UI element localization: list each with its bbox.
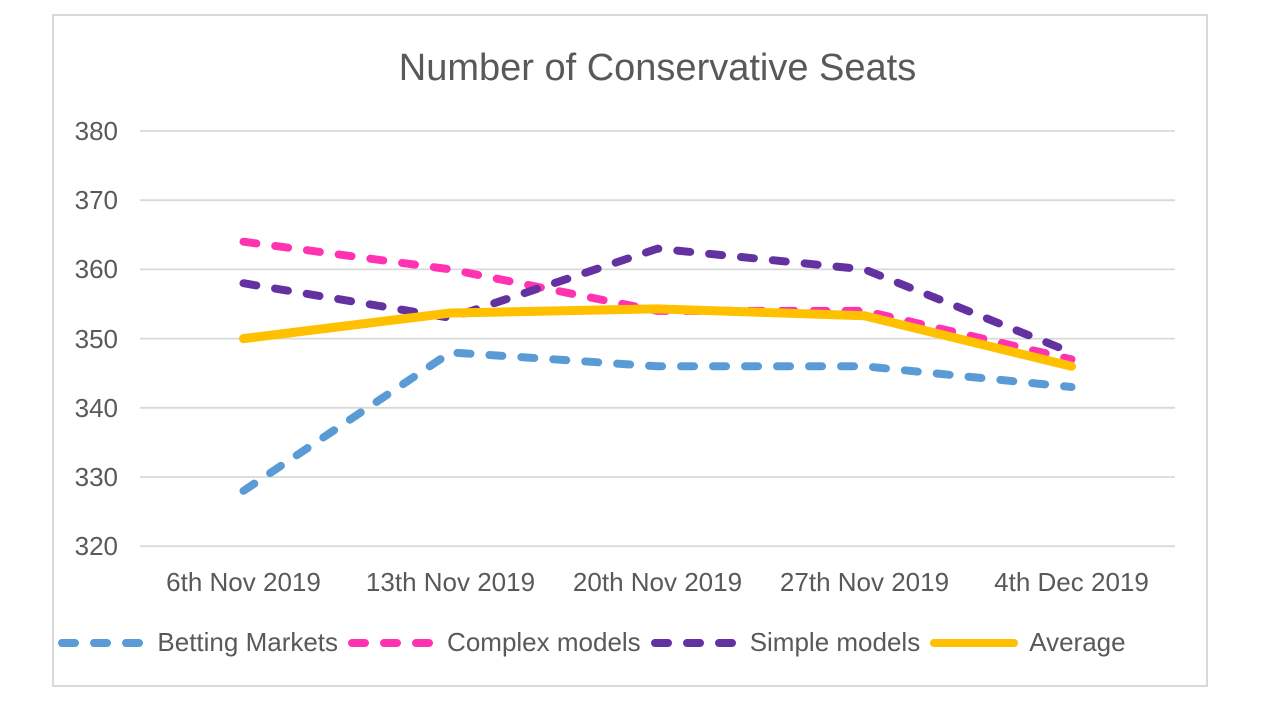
legend-label-simple-models: Simple models xyxy=(749,627,921,657)
series-line-average xyxy=(239,304,1076,371)
y-tick-label-370: 370 xyxy=(74,185,118,216)
legend-label-betting-markets: Betting Markets xyxy=(157,627,339,657)
legend-item-simple-models: Simple models xyxy=(650,627,921,658)
x-tick-label-27th-nov-2019: 27th Nov 2019 xyxy=(779,567,950,597)
legend-marker-simple-models-icon xyxy=(650,638,739,647)
legend-item-complex-models: Complex models xyxy=(348,627,641,658)
y-tick-label-380: 380 xyxy=(74,116,118,146)
series-line-betting-markets xyxy=(239,348,1076,495)
legend-marker-average-icon xyxy=(930,638,1019,647)
legend-marker-complex-models-icon xyxy=(348,638,437,647)
y-tick-label-350: 350 xyxy=(74,323,118,354)
legend: Betting Markets Complex models Simple mode… xyxy=(14,627,1170,658)
x-tick-label-13th-nov-2019: 13th Nov 2019 xyxy=(365,567,536,597)
series-line-complex-models xyxy=(239,237,1076,364)
y-tick-label-340: 340 xyxy=(74,392,118,423)
x-tick-label-6th-nov-2019: 6th Nov 2019 xyxy=(166,567,321,597)
chart-title: Number of Conservative Seats xyxy=(398,47,917,89)
legend-label-complex-models: Complex models xyxy=(447,627,641,657)
y-tick-label-360: 360 xyxy=(74,254,118,285)
series-line-simple-models xyxy=(239,244,1076,357)
legend-label-average: Average xyxy=(1029,627,1126,657)
legend-item-average: Average xyxy=(930,627,1126,658)
legend-marker-betting-markets-icon xyxy=(58,638,147,647)
y-tick-label-320: 320 xyxy=(74,531,118,562)
legend-item-betting-markets: Betting Markets xyxy=(58,627,338,658)
x-tick-label-4th-dec-2019: 4th Dec 2019 xyxy=(994,567,1149,597)
y-tick-label-330: 330 xyxy=(74,462,118,492)
x-tick-label-20th-nov-2019: 20th Nov 2019 xyxy=(572,567,743,597)
